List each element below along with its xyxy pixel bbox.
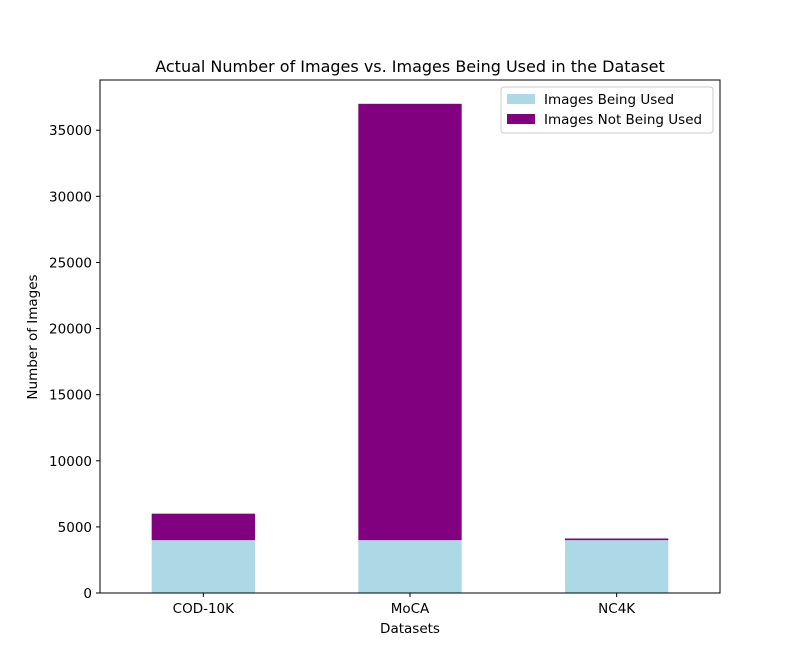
legend-swatch — [507, 114, 535, 124]
x-tick-label: MoCA — [391, 601, 430, 617]
chart-title: Actual Number of Images vs. Images Being… — [155, 57, 665, 76]
bars-group — [151, 103, 669, 593]
y-tick-label: 0 — [83, 586, 92, 602]
x-tick-label: NC4K — [598, 601, 636, 617]
y-tick-label: 25000 — [49, 255, 92, 271]
y-tick-label: 15000 — [49, 388, 92, 404]
legend: Images Being Used Images Not Being Used — [500, 86, 714, 134]
legend-label: Images Being Used — [544, 92, 674, 108]
x-tick-label: COD-10K — [173, 601, 235, 617]
x-axis-title: Datasets — [380, 621, 440, 637]
x-axis: COD-10K MoCA NC4K — [173, 593, 636, 617]
y-tick-label: 20000 — [49, 322, 92, 338]
bar-cod-10k-series-1 — [151, 513, 255, 541]
y-tick-label: 10000 — [49, 454, 92, 470]
bar-moca-series-0 — [358, 540, 462, 593]
legend-label: Images Not Being Used — [544, 112, 702, 128]
legend-swatch — [507, 94, 535, 104]
y-tick-label: 35000 — [49, 123, 92, 139]
y-axis-title: Number of Images — [25, 274, 41, 399]
bar-nc4k-series-1 — [565, 538, 669, 541]
bar-cod-10k-series-0 — [151, 540, 255, 593]
bar-moca-series-1 — [358, 103, 462, 541]
y-axis: 0 5000 10000 15000 20000 25000 30000 35000 — [49, 123, 100, 602]
bar-nc4k-series-0 — [565, 540, 669, 593]
y-tick-label: 5000 — [58, 520, 92, 536]
y-tick-label: 30000 — [49, 189, 92, 205]
legend-frame — [500, 86, 714, 134]
